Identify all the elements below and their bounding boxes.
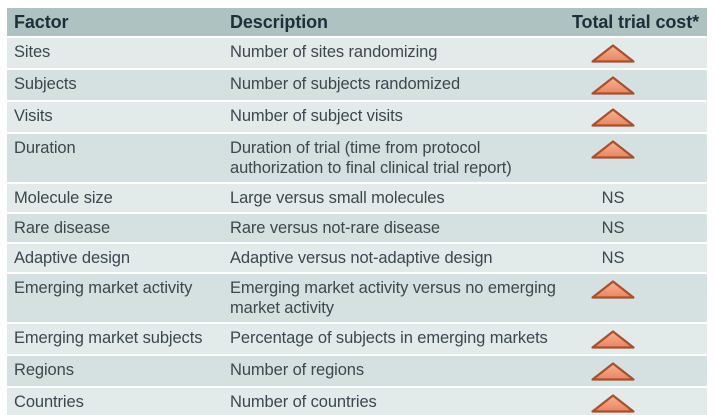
description-cell: Duration of trial (time from protocol au…: [223, 134, 583, 182]
table-row: Countries Number of countries: [7, 388, 707, 415]
table-row: Molecule size Large versus small molecul…: [7, 184, 707, 212]
total-trial-cost-label: Total trial cost*: [572, 12, 699, 32]
factors-table: Factor Description Total trial cost* Sit…: [7, 6, 707, 415]
ns-value: NS: [601, 189, 625, 207]
table-row: Sites Number of sites randomizing: [7, 38, 707, 68]
factor-cell: Duration: [7, 134, 223, 182]
cost-cell: [583, 356, 707, 386]
column-header-factor: Factor: [7, 8, 223, 36]
table-row: Subjects Number of subjects randomized: [7, 70, 707, 100]
description-cell: Adaptive versus not-adaptive design: [223, 244, 583, 272]
description-cell: Number of subject visits: [223, 102, 583, 132]
factor-cell: Rare disease: [7, 214, 223, 242]
cost-cell: [583, 102, 707, 132]
cost-cell: NS: [583, 184, 707, 212]
clinical-trial-cost-factors-figure: Factor Description Total trial cost* Sit…: [7, 6, 707, 415]
factor-cell: Subjects: [7, 70, 223, 100]
table-body: Sites Number of sites randomizing Subjec…: [7, 38, 707, 415]
cost-cell: [583, 274, 707, 322]
cost-cell: [583, 38, 707, 68]
cost-cell: [583, 324, 707, 354]
factor-cell: Molecule size: [7, 184, 223, 212]
description-cell: Number of subjects randomized: [223, 70, 583, 100]
table-row: Rare disease Rare versus not-rare diseas…: [7, 214, 707, 242]
cost-increase-triangle-icon: [591, 362, 635, 381]
table-row: Emerging market subjects Percentage of s…: [7, 324, 707, 354]
description-cell: Number of sites randomizing: [223, 38, 583, 68]
cost-cell: NS: [583, 244, 707, 272]
factor-cell: Emerging market subjects: [7, 324, 223, 354]
factor-cell: Countries: [7, 388, 223, 415]
description-cell: Rare versus not-rare disease: [223, 214, 583, 242]
factor-cell: Adaptive design: [7, 244, 223, 272]
table-row: Visits Number of subject visits: [7, 102, 707, 132]
cost-cell: [583, 134, 707, 182]
description-cell: Large versus small molecules: [223, 184, 583, 212]
cost-increase-triangle-icon: [591, 108, 635, 127]
ns-value: NS: [601, 249, 625, 267]
cost-increase-triangle-icon: [591, 394, 635, 413]
table-row: Emerging market activity Emerging market…: [7, 274, 707, 322]
description-cell: Emerging market activity versus no emerg…: [223, 274, 583, 322]
cost-increase-triangle-icon: [591, 280, 635, 299]
cost-cell: NS: [583, 214, 707, 242]
factor-cell: Regions: [7, 356, 223, 386]
ns-value: NS: [601, 219, 625, 237]
column-header-description: Description: [223, 8, 583, 36]
description-cell: Number of countries: [223, 388, 583, 415]
cost-increase-triangle-icon: [591, 140, 635, 159]
cost-cell: [583, 70, 707, 100]
cost-increase-triangle-icon: [591, 76, 635, 95]
table-row: Adaptive design Adaptive versus not-adap…: [7, 244, 707, 272]
table-row: Duration Duration of trial (time from pr…: [7, 134, 707, 182]
cost-cell: [583, 388, 707, 415]
description-cell: Percentage of subjects in emerging marke…: [223, 324, 583, 354]
table-header-row: Factor Description Total trial cost*: [7, 8, 707, 36]
cost-increase-triangle-icon: [591, 44, 635, 63]
factor-cell: Visits: [7, 102, 223, 132]
column-header-total-trial-cost: Total trial cost*: [572, 8, 707, 36]
cost-increase-triangle-icon: [591, 330, 635, 349]
factor-cell: Emerging market activity: [7, 274, 223, 322]
description-cell: Number of regions: [223, 356, 583, 386]
factor-cell: Sites: [7, 38, 223, 68]
table-row: Regions Number of regions: [7, 356, 707, 386]
